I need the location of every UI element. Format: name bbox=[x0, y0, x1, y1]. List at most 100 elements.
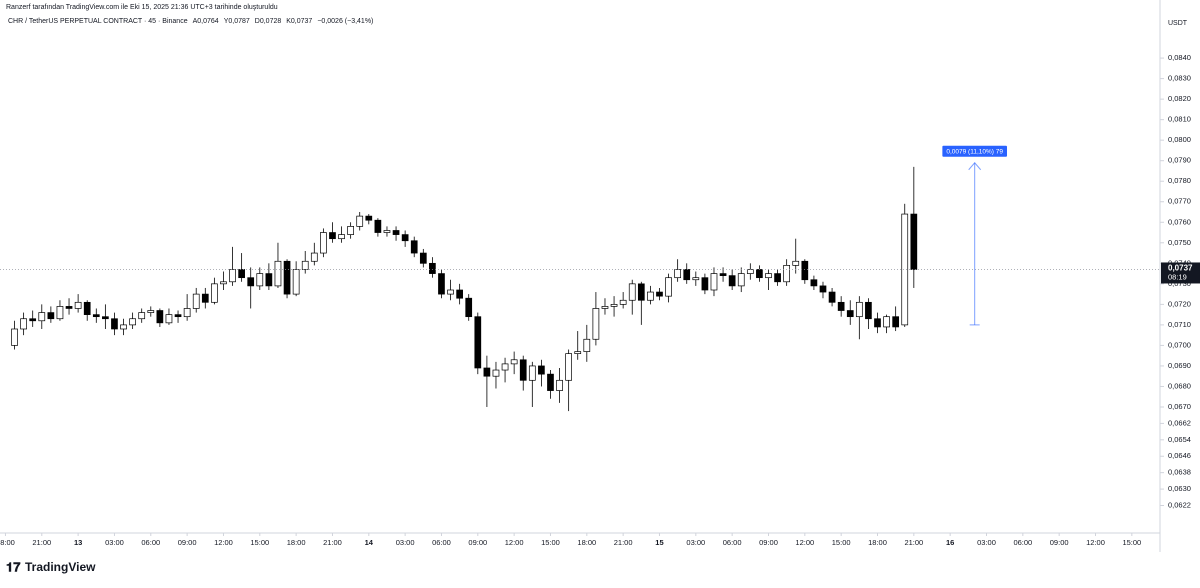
candle-body bbox=[610, 304, 618, 307]
candle-body bbox=[74, 301, 82, 309]
candle-body bbox=[619, 299, 627, 305]
candle-body bbox=[746, 269, 754, 274]
candle-body bbox=[792, 260, 800, 266]
y-tick-label: 0,0780 bbox=[1168, 176, 1191, 185]
candle-body bbox=[292, 269, 300, 295]
candle-body bbox=[192, 293, 200, 309]
y-tick-label: 0,0840 bbox=[1168, 53, 1191, 62]
candle-body bbox=[674, 269, 682, 279]
candle-body bbox=[419, 252, 427, 264]
candle-body bbox=[637, 283, 645, 301]
candle-body bbox=[701, 277, 709, 291]
x-tick-label: 16 bbox=[946, 538, 954, 547]
plot bbox=[11, 166, 918, 412]
candle-body bbox=[138, 312, 146, 320]
candle-body bbox=[774, 273, 781, 283]
candle-body bbox=[628, 283, 636, 301]
candle-body bbox=[147, 310, 155, 313]
x-tick-label: 21:00 bbox=[904, 538, 923, 547]
candle-body bbox=[647, 291, 654, 301]
candle-body bbox=[828, 291, 836, 303]
attribution: Ranzerf tarafından TradingView.com ile E… bbox=[6, 4, 278, 11]
candle-body bbox=[256, 273, 264, 287]
y-tick-label: 0,0662 bbox=[1168, 418, 1191, 427]
y-tick-label: 0,0690 bbox=[1168, 361, 1191, 370]
candle-body bbox=[901, 213, 909, 326]
candle-body bbox=[320, 232, 327, 254]
candle-body bbox=[247, 277, 255, 287]
x-tick-label: 06:00 bbox=[141, 538, 160, 547]
candle-body bbox=[65, 306, 73, 309]
candle-body bbox=[429, 262, 436, 274]
x-tick-label: 18:00 bbox=[868, 538, 887, 547]
candle-body bbox=[783, 265, 791, 283]
candle-body bbox=[392, 230, 400, 235]
x-tick-label: 09:00 bbox=[178, 538, 197, 547]
candle-body bbox=[565, 353, 572, 381]
candle-body bbox=[483, 367, 491, 377]
legend-line: CHR / TetherUS PERPETUAL CONTRACT · 45 ·… bbox=[8, 18, 373, 25]
candle-body bbox=[656, 291, 663, 297]
y-tick-label: 0,0830 bbox=[1168, 74, 1191, 83]
candle-body bbox=[892, 316, 900, 328]
candle-body bbox=[765, 273, 772, 279]
x-tick-label: 21:00 bbox=[323, 538, 342, 547]
y-tick-label: 0,0790 bbox=[1168, 156, 1191, 165]
candle-body bbox=[855, 301, 863, 318]
candle-body bbox=[174, 314, 182, 318]
candle-body bbox=[465, 297, 473, 318]
last-price-box bbox=[1161, 262, 1200, 284]
change-value: −0,0026 (−3,41%) bbox=[317, 18, 373, 25]
y-tick-label: 0,0638 bbox=[1168, 468, 1191, 477]
candle-body bbox=[683, 269, 691, 281]
candle-body bbox=[301, 260, 309, 270]
x-tick-label: 18:00 bbox=[577, 538, 596, 547]
candle-body bbox=[111, 318, 118, 330]
candle-body bbox=[447, 289, 454, 295]
y-tick-label: 0,0750 bbox=[1168, 238, 1191, 247]
candle-body bbox=[665, 277, 672, 297]
candle-body bbox=[519, 359, 527, 381]
candle-body bbox=[528, 365, 536, 381]
x-tick-label: 15 bbox=[655, 538, 663, 547]
candle-body bbox=[265, 273, 273, 287]
y-tick-label: 0,0720 bbox=[1168, 299, 1191, 308]
candle-body bbox=[583, 338, 591, 352]
x-tick-label: 21:00 bbox=[32, 538, 51, 547]
candle-body bbox=[274, 260, 282, 287]
x-tick-label: 14 bbox=[365, 538, 374, 547]
y-tick-label: 0,0800 bbox=[1168, 135, 1191, 144]
candle-body bbox=[547, 373, 554, 391]
candle-body bbox=[737, 273, 745, 287]
candle-body bbox=[410, 240, 418, 254]
candle-body bbox=[501, 363, 509, 371]
candle-body bbox=[574, 351, 582, 354]
candle-body bbox=[201, 293, 209, 303]
countdown: 08:19 bbox=[1168, 272, 1187, 281]
candle-body bbox=[710, 273, 718, 291]
logo: 𝟏𝟕 TradingView bbox=[6, 559, 96, 574]
x-tick-label: 12:00 bbox=[1086, 538, 1105, 547]
candle-body bbox=[692, 277, 700, 281]
candle-body bbox=[129, 318, 136, 326]
candle-body bbox=[874, 318, 881, 328]
candle-body bbox=[238, 269, 245, 279]
candle-body bbox=[592, 308, 600, 340]
measure-label-box bbox=[942, 145, 1008, 157]
y-tick-label: 0,0622 bbox=[1168, 500, 1191, 509]
x-tick-label: 03:00 bbox=[105, 538, 124, 547]
candle-body bbox=[883, 316, 890, 328]
candle-body bbox=[102, 316, 109, 320]
y-tick-label: 0,0810 bbox=[1168, 115, 1191, 124]
y-tick-label: 0,0700 bbox=[1168, 340, 1191, 349]
candle-body bbox=[865, 301, 872, 320]
open-value: A0,0764 bbox=[193, 18, 219, 25]
candle-body bbox=[20, 318, 27, 330]
candle-body bbox=[356, 215, 364, 227]
symbol: CHR / TetherUS PERPETUAL CONTRACT · 45 ·… bbox=[8, 18, 188, 25]
x-tick-label: 13 bbox=[74, 538, 82, 547]
currency: USDT bbox=[1168, 20, 1188, 27]
candle-body bbox=[329, 232, 336, 240]
candle-body bbox=[719, 273, 727, 276]
y-tick-label: 0,0710 bbox=[1168, 320, 1191, 329]
